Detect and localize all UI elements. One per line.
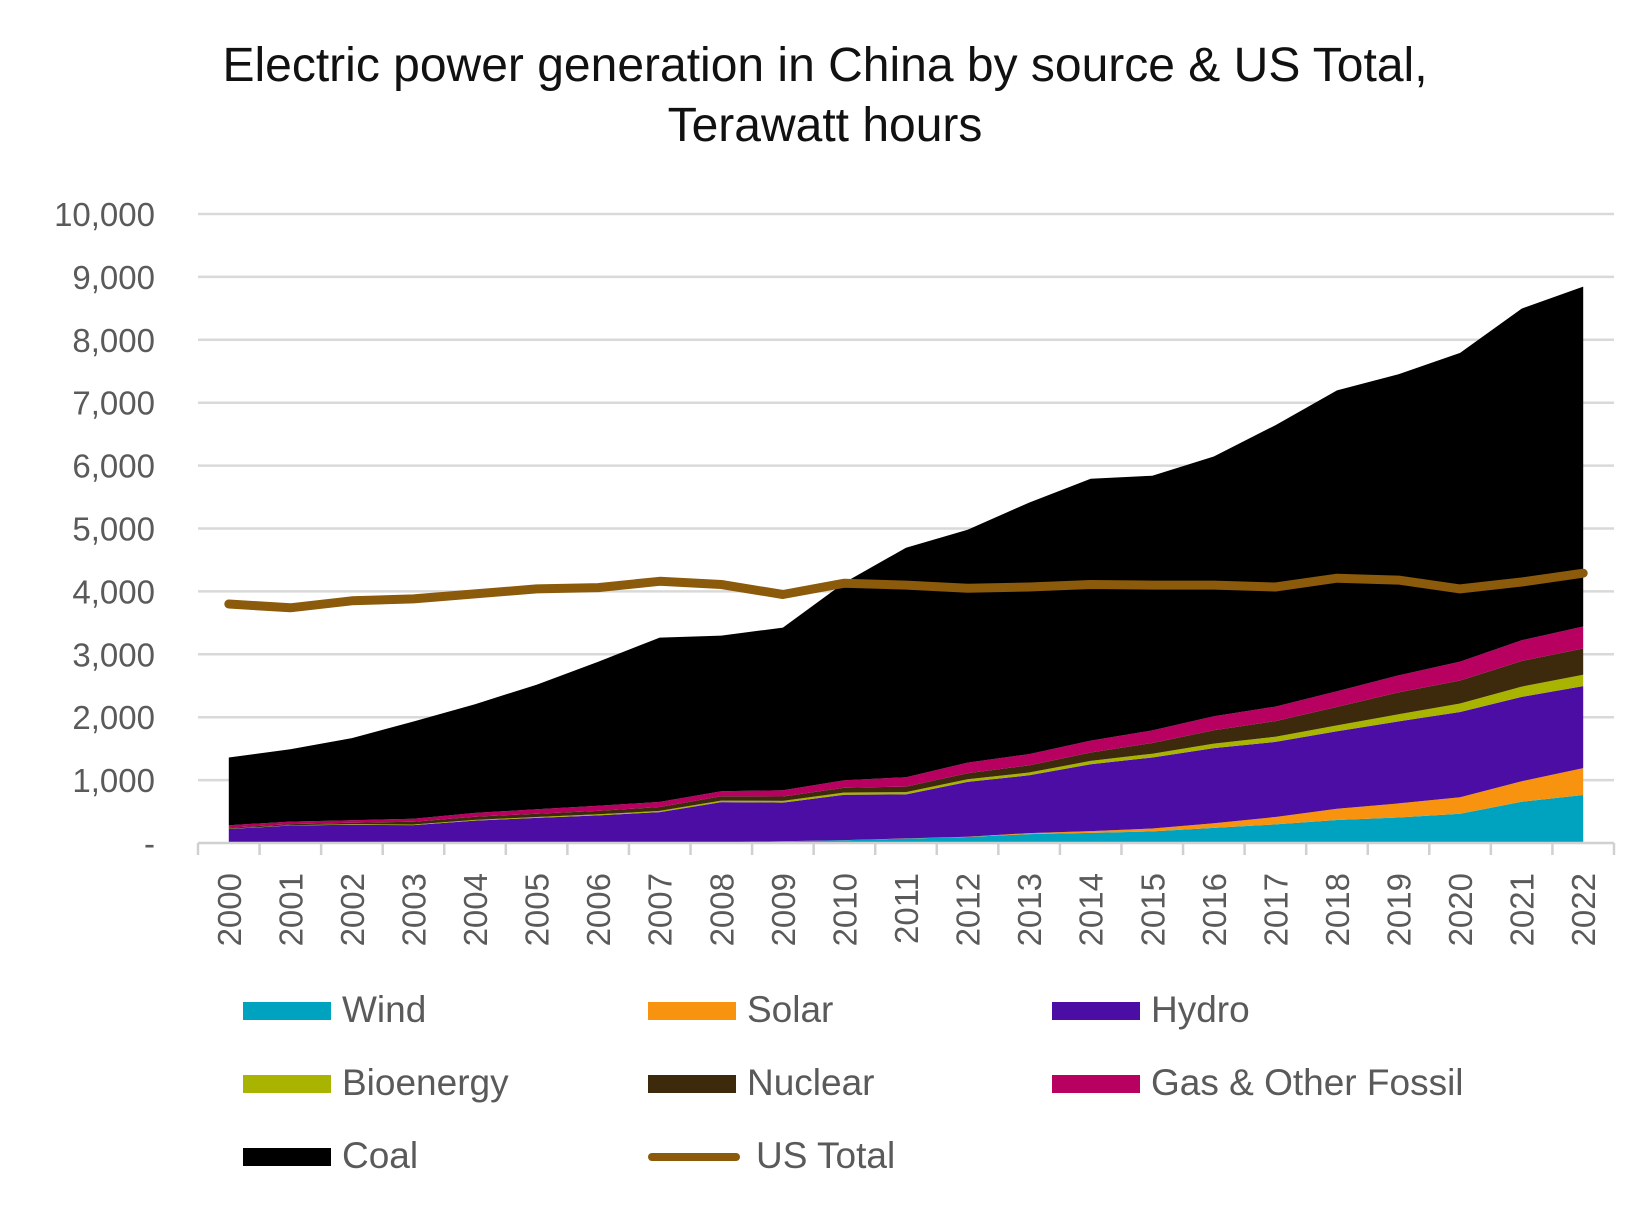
x-tick-label: 2002 (334, 873, 371, 946)
y-tick-label: 8,000 (72, 322, 155, 359)
y-tick-label: 3,000 (72, 636, 155, 673)
legend-label: Wind (342, 989, 427, 1030)
y-tick-label: 6,000 (72, 448, 155, 485)
legend-swatch (1052, 1002, 1140, 1020)
x-tick-label: 2016 (1196, 873, 1233, 946)
x-tick-label: 2022 (1565, 873, 1602, 946)
x-tick-label: 2019 (1381, 873, 1418, 946)
line-series (224, 568, 1588, 613)
stacked-areas (228, 286, 1584, 843)
chart-title-line-1: Electric power generation in China by so… (222, 39, 1428, 92)
x-tick-label: 2010 (826, 873, 863, 946)
y-tick-label: 5,000 (72, 511, 155, 548)
y-tick-label: 4,000 (72, 573, 155, 610)
chart-title-line-2: Terawatt hours (667, 99, 983, 152)
legend-swatch (648, 1002, 736, 1020)
y-tick-label: - (144, 825, 155, 862)
x-tick-label: 2014 (1073, 873, 1110, 946)
x-axis (196, 841, 1616, 855)
y-tick-label: 10,000 (54, 196, 155, 233)
x-tick-label: 2021 (1504, 873, 1541, 946)
x-tick-label: 2005 (519, 873, 556, 946)
area-wind (228, 795, 1584, 843)
y-tick-label: 7,000 (72, 385, 155, 422)
x-tick-label: 2017 (1257, 873, 1294, 946)
x-tick-label: 2020 (1442, 873, 1479, 946)
y-tick-label: 2,000 (72, 699, 155, 736)
legend-swatch (243, 1002, 331, 1020)
legend-swatch (243, 1075, 331, 1093)
x-tick-label: 2007 (642, 873, 679, 946)
legend-swatch (648, 1153, 740, 1161)
legend-label: Bioenergy (342, 1062, 509, 1103)
line-us-total (224, 568, 1588, 613)
legend-label: US Total (756, 1135, 896, 1176)
x-tick-label: 2018 (1319, 873, 1356, 946)
x-tick-label: 2015 (1134, 873, 1171, 946)
legend-swatch (648, 1075, 736, 1093)
x-tick-label: 2004 (457, 873, 494, 946)
legend-swatch (243, 1148, 331, 1166)
x-tick-label: 2003 (395, 873, 432, 946)
x-tick-label: 2012 (950, 873, 987, 946)
x-tick-label: 2008 (703, 873, 740, 946)
x-tick-label: 2000 (211, 873, 248, 946)
area-coal (228, 286, 1584, 826)
y-axis-tick-labels: - 1,000 2,000 3,000 4,000 5,000 6,000 7,000 8,00… (54, 196, 155, 862)
x-axis-tick-labels: 2000 2001 2002 2003 2004 2005 2006 2007 2008 2009… (211, 873, 1602, 946)
y-tick-label: 9,000 (72, 259, 155, 296)
y-tick-label: 1,000 (72, 762, 155, 799)
area-hydro (228, 686, 1584, 843)
area-solar (228, 768, 1584, 843)
x-tick-label: 2006 (580, 873, 617, 946)
legend-label: Solar (747, 989, 834, 1030)
x-tick-label: 2011 (888, 873, 925, 944)
legend-label: Coal (342, 1135, 419, 1176)
legend-swatch (1052, 1075, 1140, 1093)
x-tick-label: 2009 (765, 873, 802, 946)
legend-label: Nuclear (747, 1062, 875, 1103)
x-tick-label: 2013 (1011, 873, 1048, 946)
chart-title: Electric power generation in China by so… (0, 36, 1650, 156)
legend-label: Hydro (1151, 989, 1250, 1030)
x-tick-label: 2001 (272, 873, 309, 946)
legend-label: Gas & Other Fossil (1151, 1062, 1464, 1103)
